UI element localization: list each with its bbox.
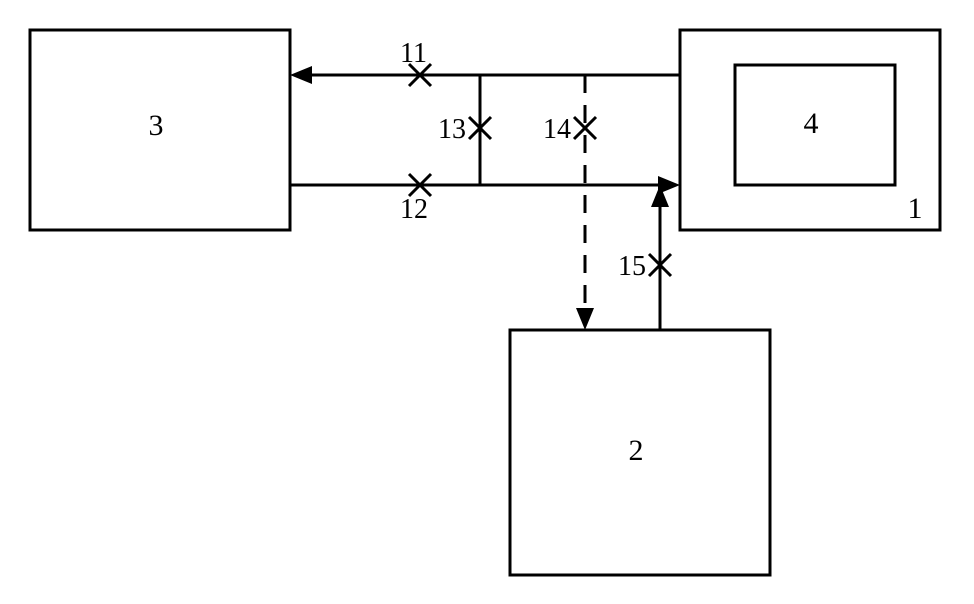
arrowhead (290, 66, 312, 84)
arrowhead (576, 308, 594, 330)
box-label-b4: 4 (804, 107, 819, 140)
label-l13: 13 (438, 114, 466, 145)
label-l15: 15 (618, 251, 646, 282)
diagram-canvas: 1234 1112131415 (0, 0, 974, 604)
label-l11: 11 (400, 38, 427, 69)
box-label-b3: 3 (149, 109, 164, 142)
xmarks-layer (409, 64, 671, 276)
label-l12: 12 (400, 194, 428, 225)
boxes-layer: 1234 (30, 30, 940, 575)
box-label-b1: 1 (908, 192, 923, 225)
label-l14: 14 (543, 114, 571, 145)
box-label-b2: 2 (629, 434, 644, 467)
lines-layer (290, 66, 680, 330)
